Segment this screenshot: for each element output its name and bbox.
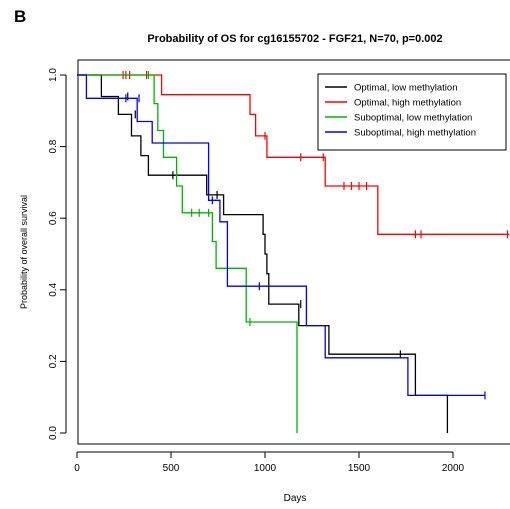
series-line bbox=[77, 74, 485, 397]
y-tick-label: 0.8 bbox=[48, 139, 59, 153]
y-axis: 0.0 0.2 0.4 0.6 0.8 1.0 bbox=[48, 68, 67, 440]
y-tick-label: 0.0 bbox=[48, 426, 59, 440]
y-tick-label: 0.4 bbox=[48, 282, 59, 296]
x-tick-label: 0 bbox=[74, 463, 80, 474]
x-tick-label: 500 bbox=[163, 463, 180, 474]
x-tick-label: 1000 bbox=[254, 463, 277, 474]
series-4 bbox=[77, 74, 486, 400]
series-line bbox=[77, 74, 510, 235]
legend-box bbox=[317, 73, 507, 151]
series-line bbox=[77, 74, 298, 433]
legend-entry: Optimal, low methylation bbox=[354, 83, 457, 94]
x-tick-label: 1500 bbox=[348, 463, 371, 474]
x-tick-label: 2000 bbox=[442, 463, 465, 474]
y-tick-label: 0.2 bbox=[48, 354, 59, 368]
series-layer bbox=[77, 71, 510, 433]
y-axis-label: Probability of overall survival bbox=[19, 195, 29, 309]
panel-label: B bbox=[14, 7, 26, 26]
x-axis-label: Days bbox=[284, 493, 307, 504]
y-tick-label: 1.0 bbox=[48, 68, 59, 82]
series-3 bbox=[77, 71, 298, 433]
y-tick-label: 0.6 bbox=[48, 211, 59, 225]
x-axis: 0 500 1000 1500 2000 bbox=[74, 451, 465, 474]
legend-entry: Optimal, high methylation bbox=[354, 98, 461, 109]
plot-area bbox=[77, 59, 510, 445]
legend-entry: Suboptimal, high methylation bbox=[354, 128, 476, 139]
legend-entry: Suboptimal, low methylation bbox=[354, 113, 472, 124]
chart-title: Probability of OS for cg16155702 - FGF21… bbox=[147, 33, 442, 45]
legend: Optimal, low methylation Optimal, high me… bbox=[317, 73, 507, 151]
